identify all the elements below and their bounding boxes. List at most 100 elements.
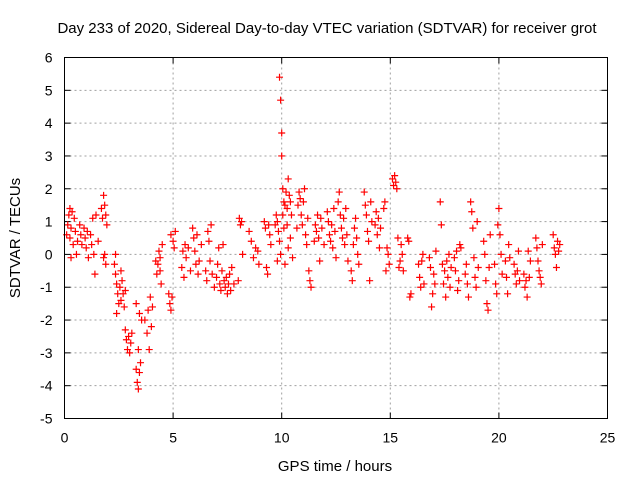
data-point <box>156 267 164 275</box>
grid-lines <box>64 57 608 419</box>
data-point <box>267 241 275 249</box>
data-point <box>492 280 500 288</box>
data-point <box>505 241 513 249</box>
data-point <box>501 257 509 265</box>
data-point <box>103 221 111 229</box>
data-point <box>419 250 427 258</box>
data-point <box>101 250 109 258</box>
data-point <box>443 257 451 265</box>
data-point <box>118 277 126 285</box>
data-point <box>135 309 143 317</box>
data-point <box>380 204 388 212</box>
chart-title: Day 233 of 2020, Sidereal Day-to-day VTE… <box>57 20 597 37</box>
data-point <box>217 287 225 295</box>
data-point <box>362 211 370 219</box>
data-point <box>486 231 494 239</box>
data-point <box>432 247 440 255</box>
data-point <box>179 247 187 255</box>
data-point <box>523 293 531 301</box>
data-point <box>444 273 452 281</box>
data-point <box>446 283 454 291</box>
data-point <box>226 270 234 278</box>
data-point <box>318 224 326 232</box>
data-point <box>340 214 348 222</box>
data-point <box>474 264 482 272</box>
data-point <box>208 270 216 278</box>
data-point <box>181 241 189 249</box>
data-point <box>166 300 174 308</box>
data-point <box>491 260 499 268</box>
x-tick-label: 5 <box>169 430 177 446</box>
data-point <box>247 237 255 245</box>
data-point <box>92 211 100 219</box>
data-point <box>495 204 503 212</box>
data-point <box>77 231 85 239</box>
data-point <box>447 264 455 272</box>
data-point <box>315 234 323 242</box>
data-point <box>72 250 80 258</box>
data-point <box>551 250 559 258</box>
data-point <box>524 247 532 255</box>
data-point <box>310 237 318 245</box>
plot-frame <box>64 57 608 419</box>
data-point <box>533 244 541 252</box>
data-point <box>97 204 105 212</box>
data-point <box>281 260 289 268</box>
data-point <box>66 234 74 242</box>
data-point <box>67 224 75 232</box>
data-point <box>266 231 274 239</box>
data-point <box>145 346 153 354</box>
data-point <box>132 300 140 308</box>
data-point <box>482 277 490 285</box>
data-point <box>276 237 284 245</box>
data-point <box>157 280 165 288</box>
data-point <box>503 273 511 281</box>
data-point <box>284 175 292 183</box>
y-tick-label: 0 <box>45 246 53 262</box>
data-point <box>74 237 82 245</box>
axis-ticks <box>64 57 608 419</box>
data-point <box>296 195 304 203</box>
y-tick-label: 5 <box>45 82 53 98</box>
data-point <box>94 237 102 245</box>
data-point <box>238 218 246 226</box>
data-point <box>169 237 177 245</box>
data-point <box>494 221 502 229</box>
data-point <box>371 221 379 229</box>
data-point <box>158 241 166 249</box>
data-point <box>223 290 231 298</box>
data-point <box>396 257 404 265</box>
data-point <box>219 241 227 249</box>
data-point <box>276 73 284 81</box>
data-point <box>133 378 141 386</box>
data-point <box>71 227 79 235</box>
data-point <box>473 218 481 226</box>
data-point <box>537 280 545 288</box>
data-point <box>283 221 291 229</box>
data-point <box>556 241 564 249</box>
data-point <box>349 241 357 249</box>
data-point <box>69 241 77 249</box>
data-point <box>280 224 288 232</box>
data-point <box>392 178 400 186</box>
data-point <box>451 267 459 275</box>
data-point <box>374 214 382 222</box>
data-point <box>148 303 156 311</box>
data-point <box>102 260 110 268</box>
data-point <box>382 267 390 275</box>
data-point <box>467 198 475 206</box>
data-points <box>63 73 564 393</box>
data-point <box>234 277 242 285</box>
x-tick-labels: 0 5 10 15 20 25 <box>61 430 616 446</box>
data-point <box>306 277 314 285</box>
y-axis-title: SDTVAR / TECUs <box>7 178 24 298</box>
data-point <box>264 270 272 278</box>
data-point <box>331 227 339 235</box>
data-point <box>121 287 129 295</box>
data-point <box>113 309 121 317</box>
data-point <box>461 270 469 278</box>
data-point <box>216 280 224 288</box>
data-point <box>214 260 222 268</box>
data-point <box>485 264 493 272</box>
